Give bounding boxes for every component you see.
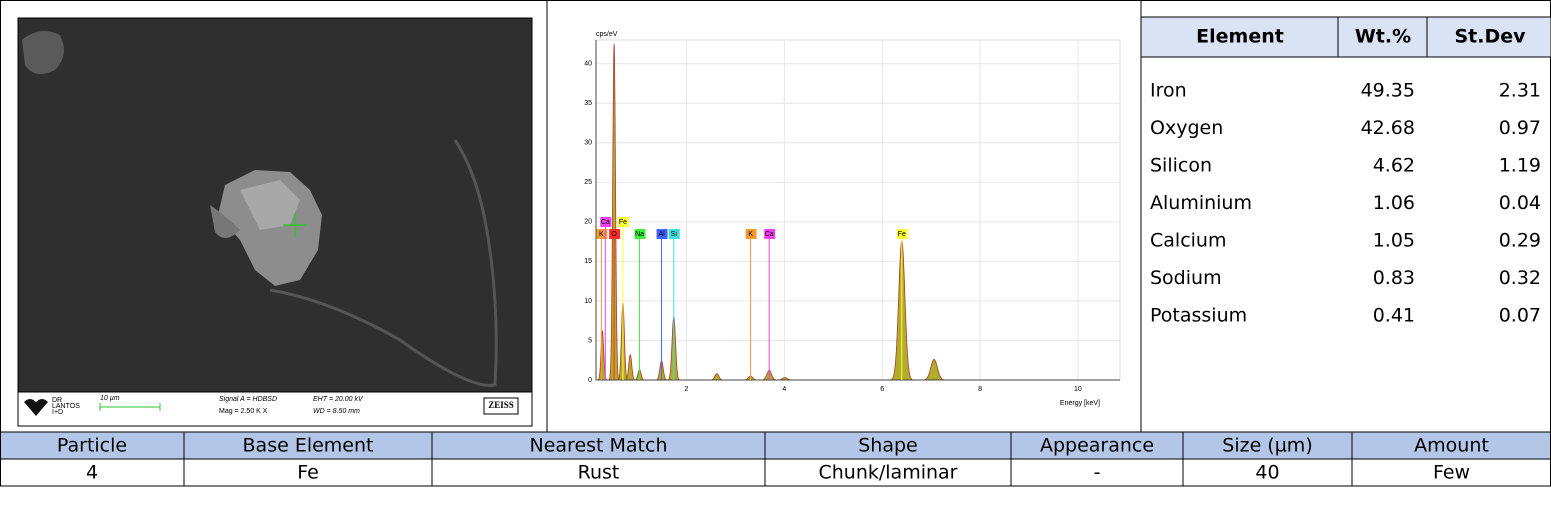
particle-header xyxy=(1,432,1551,459)
cell-value: 2.31 xyxy=(1499,80,1541,102)
cell-value: Fe xyxy=(297,462,319,484)
column-header: Size (µm) xyxy=(1222,435,1312,457)
cell-value: 4 xyxy=(86,462,98,484)
signal: Signal A = HDBSD xyxy=(219,396,277,403)
cell-value: 0.41 xyxy=(1373,305,1415,327)
cell-value: 0.29 xyxy=(1499,230,1541,252)
column-header: Particle xyxy=(57,435,127,457)
cell-value: 1.19 xyxy=(1499,155,1541,177)
page: DR LANTOS I+D 10 µm Signal A = HDBSD Mag… xyxy=(0,0,1551,519)
x-tick-label: 2 xyxy=(685,386,689,393)
cell-value: Few xyxy=(1433,462,1470,484)
marker-label: Al xyxy=(658,231,665,238)
marker-label: Fe xyxy=(898,231,906,238)
marker-label: Na xyxy=(635,231,644,238)
working-distance: WD = 8.50 mm xyxy=(313,408,360,415)
x-axis-label: Energy [keV] xyxy=(1060,400,1100,407)
marker-label: O xyxy=(611,231,617,238)
y-tick-label: 40 xyxy=(584,61,592,68)
element-name: Calcium xyxy=(1150,230,1226,252)
cell-value: 0.83 xyxy=(1373,267,1415,289)
scale-bar-label: 10 µm xyxy=(100,395,120,402)
element-name: Sodium xyxy=(1150,267,1222,289)
cell-value: 40 xyxy=(1255,462,1279,484)
element-name: Iron xyxy=(1150,80,1187,102)
report: DR LANTOS I+D 10 µm Signal A = HDBSD Mag… xyxy=(0,0,1551,519)
marker-label: Si xyxy=(671,231,678,238)
y-tick-label: 25 xyxy=(584,179,592,186)
cell-value: 0.32 xyxy=(1499,267,1541,289)
y-tick-label: 10 xyxy=(584,298,592,305)
column-header: Shape xyxy=(858,435,918,457)
y-tick-label: 20 xyxy=(584,219,592,226)
element-name: Potassium xyxy=(1150,305,1247,327)
y-tick-label: 30 xyxy=(584,140,592,147)
cell-value: 42.68 xyxy=(1361,117,1415,139)
marker-label: K xyxy=(748,231,753,238)
y-tick-label: 35 xyxy=(584,100,592,107)
x-tick-label: 4 xyxy=(782,386,786,393)
cell-value: Rust xyxy=(578,462,620,484)
y-tick-label: 0 xyxy=(588,377,592,384)
column-header: Amount xyxy=(1414,435,1489,457)
marker-label: Fe xyxy=(619,219,627,226)
element-name: Silicon xyxy=(1150,155,1212,177)
particle-table: Particle Base Element Nearest Match Shape Ap… xyxy=(1,432,1551,486)
element-table: Element Wt.% St.Dev Iron 49.35 2.31 Oxygen 42.6… xyxy=(1141,17,1551,327)
x-tick-label: 8 xyxy=(978,386,982,393)
y-tick-label: 5 xyxy=(588,337,592,344)
cell-value: - xyxy=(1094,462,1101,484)
y-tick-label: 15 xyxy=(584,258,592,265)
cell-value: 0.97 xyxy=(1499,117,1541,139)
cell-value: 1.05 xyxy=(1373,230,1415,252)
sem-image: DR LANTOS I+D 10 µm Signal A = HDBSD Mag… xyxy=(18,18,532,426)
brand: ZEISS xyxy=(488,400,514,410)
element-name: Aluminium xyxy=(1150,192,1252,214)
spectrum: cps/eV Energy [keV] 0 5 10 15 20 25 30 35 40 2 4 6 8… xyxy=(584,31,1120,407)
element-name: Oxygen xyxy=(1150,117,1223,139)
column-header: Element xyxy=(1196,26,1284,48)
marker-label: K xyxy=(599,231,604,238)
cell-value: 4.62 xyxy=(1373,155,1415,177)
column-header: St.Dev xyxy=(1454,26,1526,48)
eht: EHT = 20.00 kV xyxy=(313,396,364,403)
column-header: Nearest Match xyxy=(530,435,668,457)
cell-value: 0.07 xyxy=(1499,305,1541,327)
column-header: Appearance xyxy=(1040,435,1154,457)
cell-value: 1.06 xyxy=(1373,192,1415,214)
column-header: Wt.% xyxy=(1355,26,1411,48)
x-tick-label: 6 xyxy=(880,386,884,393)
y-axis-label: cps/eV xyxy=(596,31,618,38)
marker-label: Ca xyxy=(601,219,610,226)
cell-value: 49.35 xyxy=(1361,80,1415,102)
magnification: Mag = 2.50 K X xyxy=(219,408,268,415)
particle-row xyxy=(1,459,1551,486)
marker-label: Ca xyxy=(765,231,774,238)
logo-text: I+D xyxy=(52,409,63,416)
x-tick-label: 10 xyxy=(1074,386,1082,393)
cell-value: Chunk/laminar xyxy=(818,462,957,484)
cell-value: 0.04 xyxy=(1499,192,1541,214)
column-header: Base Element xyxy=(243,435,374,457)
